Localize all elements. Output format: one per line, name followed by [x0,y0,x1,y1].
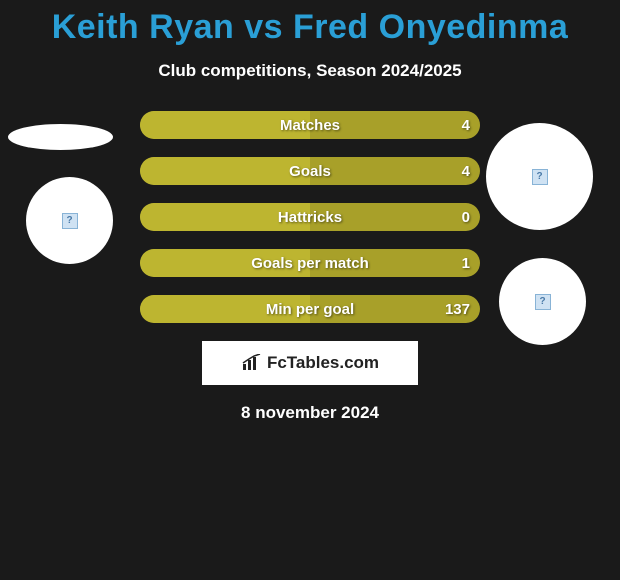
stat-row-matches: Matches 4 [140,111,480,139]
stat-row-gpm: Goals per match 1 [140,249,480,277]
stats-container: Matches 4 Goals 4 Hattricks 0 Goals per … [140,111,480,323]
stat-label: Goals per match [140,249,480,277]
image-placeholder-icon: ? [62,213,78,229]
stat-row-mpg: Min per goal 137 [140,295,480,323]
stat-right-value: 137 [445,295,470,323]
brand-text: FcTables.com [267,353,379,373]
stat-row-goals: Goals 4 [140,157,480,185]
page-title: Keith Ryan vs Fred Onyedinma [0,0,620,47]
brand-logo: FcTables.com [202,341,418,385]
subtitle: Club competitions, Season 2024/2025 [0,61,620,81]
stat-right-value: 1 [462,249,470,277]
stat-label: Goals [140,157,480,185]
stat-label: Hattricks [140,203,480,231]
stat-row-hattricks: Hattricks 0 [140,203,480,231]
stat-right-value: 4 [462,157,470,185]
chart-icon [241,354,263,372]
stat-label: Matches [140,111,480,139]
stat-right-value: 0 [462,203,470,231]
avatar-circle-right-1: ? [486,123,593,230]
image-placeholder-icon: ? [532,169,548,185]
avatar-circle-right-2: ? [499,258,586,345]
date-text: 8 november 2024 [0,403,620,423]
stat-right-value: 4 [462,111,470,139]
avatar-circle-left: ? [26,177,113,264]
stat-label: Min per goal [140,295,480,323]
image-placeholder-icon: ? [535,294,551,310]
avatar-ellipse-left [8,124,113,150]
